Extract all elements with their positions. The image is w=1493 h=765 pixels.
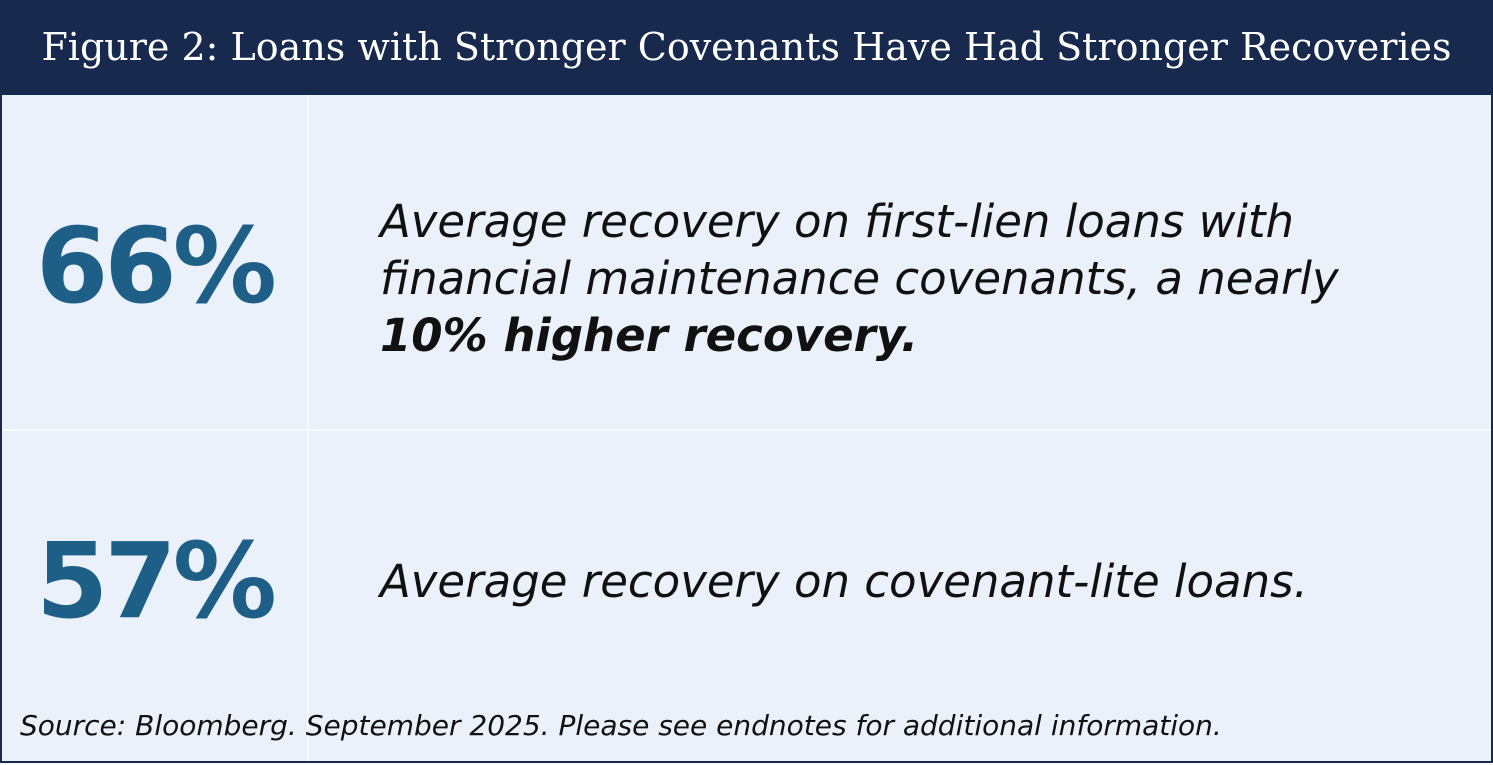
row-divider <box>2 429 1491 431</box>
description-text: Average recovery on first-lien loans wit… <box>380 195 1339 305</box>
column-divider <box>307 95 309 761</box>
figure-title: Figure 2: Loans with Stronger Covenants … <box>0 0 1493 95</box>
stat: 57% <box>36 520 277 642</box>
emphasis: 10% higher recovery. <box>380 309 919 362</box>
description-text: Average recovery on covenant-lite loans. <box>380 555 1308 608</box>
panel: 66% Average recovery on first-lien loans… <box>0 95 1493 763</box>
description: Average recovery on first-lien loans wit… <box>380 193 1450 364</box>
description: Average recovery on covenant-lite loans. <box>380 553 1450 610</box>
stat: 66% <box>36 205 277 327</box>
source-note: Source: Bloomberg. September 2025. Pleas… <box>20 709 1222 742</box>
